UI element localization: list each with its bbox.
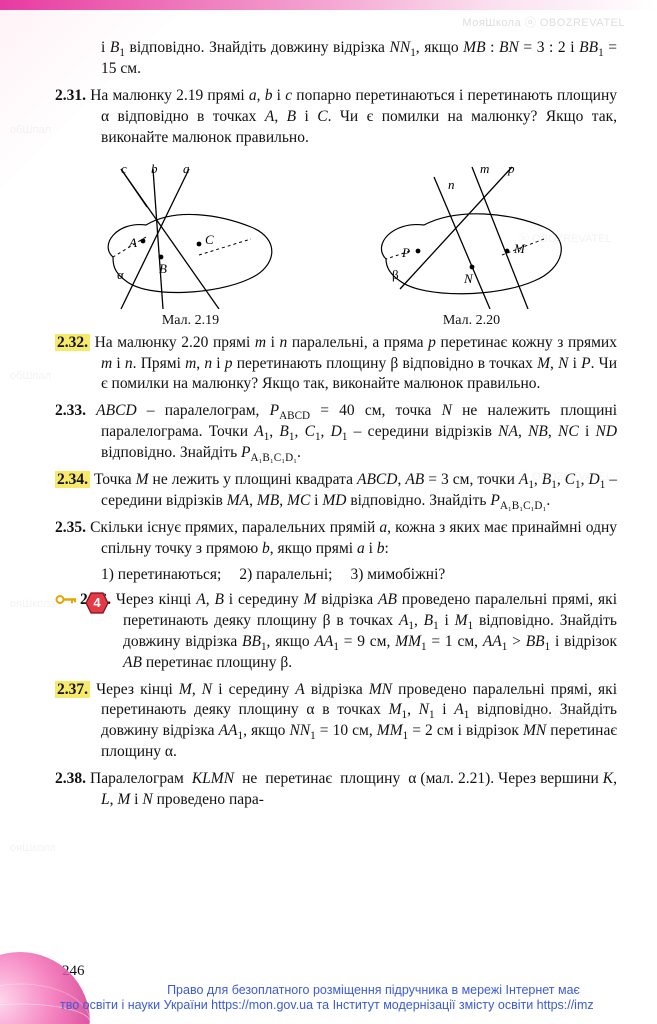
figures-row: c b a A B C α Мал. 2.19	[55, 159, 617, 329]
page: МояШкола ⓞ OBOZREVATEL обШпал обШпал ояШ…	[0, 0, 657, 1024]
ghost-watermark: ояШкола	[10, 598, 56, 610]
svg-text:α: α	[117, 267, 124, 282]
option-2: 2) паралельні;	[239, 566, 332, 584]
svg-text:B: B	[159, 261, 167, 276]
figure-2-20-svg: n m p P N M β	[362, 159, 582, 309]
figure-2-20: n m p P N M β Мал. 2.20	[362, 159, 582, 329]
footer-line-1: Право для безоплатного розміщення підруч…	[100, 983, 647, 999]
level-4-number: 4	[93, 595, 100, 610]
svg-text:A: A	[128, 235, 137, 250]
problem-2-38: 2.38. Паралелограм KLMN не перетинає пло…	[55, 769, 617, 811]
decorative-top-band	[0, 0, 657, 10]
svg-text:c: c	[121, 161, 127, 176]
svg-text:C: C	[205, 232, 214, 247]
problem-2-32: 2.32. На малюнку 2.20 прямі m і n парале…	[55, 333, 617, 396]
problem-2-37: 2.37. Через кінці M, N і середину A відр…	[55, 680, 617, 764]
ghost-watermark: ояШкола	[10, 842, 56, 854]
problem-number: 2.31.	[55, 87, 86, 104]
problem-2-33: 2.33. ABCD – паралелограм, PABCD = 40 см…	[55, 401, 617, 464]
svg-text:P: P	[401, 245, 410, 260]
key-icon	[55, 594, 77, 605]
problem-2-36: 2.36. Через кінці A, B і середину M відр…	[55, 590, 617, 674]
problem-number: 2.33.	[55, 402, 86, 419]
figure-2-20-caption: Мал. 2.20	[362, 313, 582, 329]
figure-2-19-svg: c b a A B C α	[91, 159, 291, 309]
svg-text:b: b	[151, 161, 158, 176]
svg-text:N: N	[463, 271, 474, 286]
svg-text:a: a	[183, 161, 190, 176]
svg-text:M: M	[513, 241, 526, 256]
problem-number: 2.32.	[55, 334, 90, 351]
svg-text:p: p	[507, 161, 515, 176]
problem-2-36-block: 4 2.36. Через кінці A, B і середину M ві…	[55, 590, 617, 674]
ghost-watermark: обШпал	[10, 370, 51, 382]
ghost-watermark: обШпал	[10, 124, 51, 136]
problem-2-35: 2.35. Скільки існує прямих, паралельних …	[55, 518, 617, 560]
svg-text:β: β	[392, 267, 399, 282]
problem-2-31: 2.31. На малюнку 2.19 прямі a, b і c поп…	[55, 86, 617, 149]
svg-text:m: m	[480, 161, 489, 176]
problem-2-34: 2.34. Точка M не лежить у площині квадра…	[55, 470, 617, 512]
svg-text:n: n	[448, 177, 455, 192]
footer-copyright: Право для безоплатного розміщення підруч…	[60, 983, 647, 1014]
figure-2-19: c b a A B C α Мал. 2.19	[91, 159, 291, 329]
problem-number: 2.38.	[55, 770, 86, 787]
level-4-badge: 4	[85, 592, 109, 614]
watermark-top: МояШкола ⓞ OBOZREVATEL	[462, 14, 625, 30]
problem-number: 2.37.	[55, 681, 90, 698]
problem-number: 2.35.	[55, 519, 86, 536]
option-1: 1) перетинаються;	[101, 566, 221, 584]
figure-2-19-caption: Мал. 2.19	[91, 313, 291, 329]
problem-2-35-options: 1) перетинаються; 2) паралельні; 3) мимо…	[55, 566, 617, 584]
problem-number: 2.34.	[55, 471, 90, 488]
footer-line-2: тво освіти і науки України https://mon.g…	[60, 998, 647, 1014]
problem-2-30-continuation: і B1 відповідно. Знайдіть довжину відріз…	[55, 38, 617, 80]
content: і B1 відповідно. Знайдіть довжину відріз…	[55, 38, 617, 811]
option-3: 3) мимобіжні?	[350, 566, 445, 584]
